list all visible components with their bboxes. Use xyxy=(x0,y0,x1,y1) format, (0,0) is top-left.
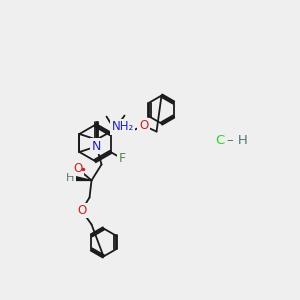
Polygon shape xyxy=(74,176,92,180)
Text: NH₂: NH₂ xyxy=(112,121,134,134)
Text: F: F xyxy=(118,152,125,165)
Text: O: O xyxy=(73,162,82,175)
Text: – H: – H xyxy=(226,134,248,146)
Text: Cl: Cl xyxy=(215,134,229,146)
Text: O: O xyxy=(139,119,148,132)
Text: N: N xyxy=(92,140,101,153)
Text: H: H xyxy=(66,173,75,183)
Text: O: O xyxy=(77,204,86,217)
Text: N: N xyxy=(92,140,101,153)
